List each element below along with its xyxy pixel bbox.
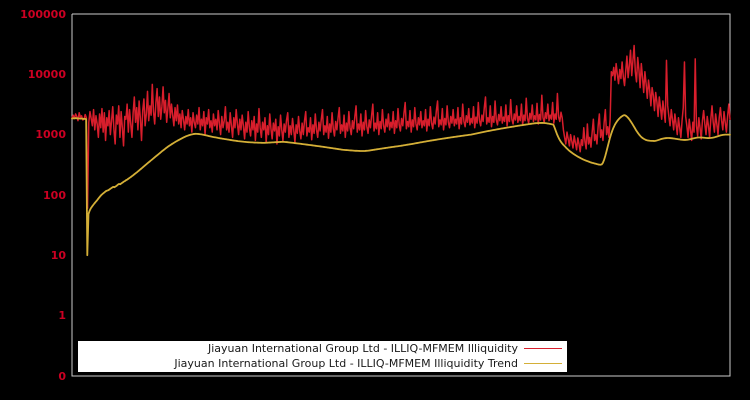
ytick-label-0: 0 xyxy=(58,370,66,383)
ytick-label-100: 100 xyxy=(43,189,66,202)
legend-label-illiquidity-trend: Jiayuan International Group Ltd - ILLIQ-… xyxy=(174,356,518,370)
ytick-label-10000: 10000 xyxy=(27,68,66,81)
ytick-label-1: 1 xyxy=(58,309,66,322)
ytick-label-10: 10 xyxy=(50,249,66,262)
ytick-label-1000: 1000 xyxy=(35,128,66,141)
legend-swatch-illiquidity xyxy=(524,348,562,349)
legend-swatch-illiquidity-trend xyxy=(524,363,562,364)
series-line-illiquidity-trend xyxy=(71,114,731,257)
plot-frame xyxy=(71,13,731,377)
legend-entry-illiquidity-trend: Jiayuan International Group Ltd - ILLIQ-… xyxy=(78,356,567,371)
series-line-illiquidity xyxy=(71,44,731,210)
series-layer xyxy=(71,44,731,257)
legend-label-illiquidity: Jiayuan International Group Ltd - ILLIQ-… xyxy=(207,341,518,355)
ytick-label-100000: 100000 xyxy=(20,8,66,21)
legend: Jiayuan International Group Ltd - ILLIQ-… xyxy=(78,341,567,372)
legend-entry-illiquidity: Jiayuan International Group Ltd - ILLIQ-… xyxy=(78,341,567,356)
